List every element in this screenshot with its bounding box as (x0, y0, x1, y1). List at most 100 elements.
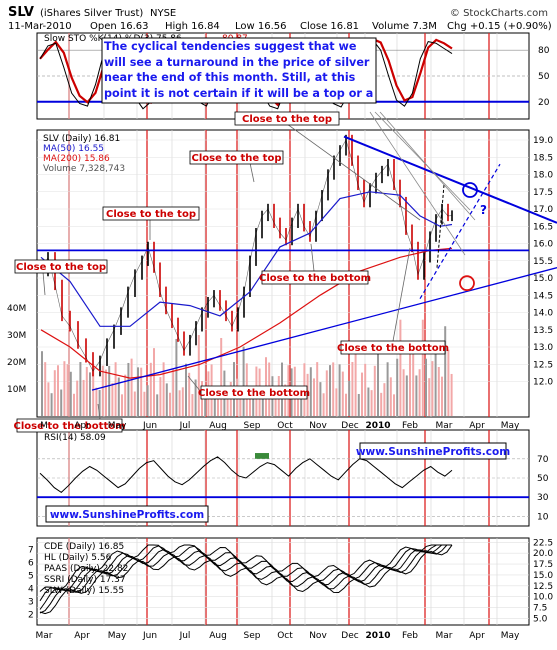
volume-bar (53, 370, 56, 416)
comp-left-tick-label: 2 (28, 611, 34, 621)
legend-slv: SLV (Daily) 16.81 (43, 134, 120, 144)
annotation-box (340, 340, 446, 355)
volume-bar (383, 383, 386, 416)
volume-bar (79, 362, 82, 416)
annotation-text: Close to the top (16, 262, 106, 273)
volume-bar (389, 377, 392, 416)
price-tick-label: 14.0 (533, 309, 553, 319)
annotation-box (189, 150, 284, 165)
volume-bar (111, 382, 114, 416)
comp-right-tick-label: 10.0 (533, 593, 553, 603)
volume-bar (284, 384, 287, 416)
volume-bar (159, 377, 162, 416)
volume-bar (82, 379, 85, 416)
annotation-pointer (42, 271, 46, 296)
comp-left-tick-label: 4 (28, 585, 34, 595)
volume-bar (261, 392, 264, 416)
volume-bar (415, 375, 418, 416)
volume-bar (50, 393, 53, 416)
volume-bar (325, 370, 328, 416)
legend-ssri: SSRI (Daily) 17.37 (44, 575, 126, 585)
volume-bar (341, 371, 344, 416)
annotation-pointer (97, 403, 101, 420)
annotation-box (16, 418, 123, 433)
volume-bar (217, 389, 219, 416)
month-label: Feb (402, 421, 418, 431)
month-label: Jun (142, 421, 157, 431)
price-tick-label: 18.5 (533, 153, 553, 163)
price-tick-label: 18.0 (533, 171, 553, 181)
month-label: Jul (179, 421, 191, 431)
price-tick-label: 15.0 (533, 274, 553, 284)
comp-left-tick-label: 5 (28, 572, 34, 582)
volume-bar (60, 389, 63, 416)
volume-bar (63, 361, 66, 416)
volume-bar (418, 369, 421, 416)
ma50-line (40, 191, 453, 327)
month-label: Apr (469, 421, 485, 431)
volume-bar (204, 393, 207, 416)
annotation-text: Close to the bottom (337, 343, 449, 354)
volume-bar (191, 394, 194, 416)
volume-bar (425, 358, 427, 416)
price-legend: SLV (Daily) 16.81 MA(50) 16.55 MA(200) 1… (43, 134, 125, 174)
volume-bar (57, 365, 59, 416)
volume-bar (437, 366, 440, 416)
comp-site-box (45, 505, 209, 523)
volume-bar (421, 319, 424, 416)
comp-left-tick-label: 3 (28, 598, 34, 608)
annotation-pointer (379, 111, 476, 221)
volume-bar (393, 394, 395, 416)
annotation-pointer (374, 111, 471, 211)
watermark: © StockCharts.com (450, 8, 548, 19)
annotation-text: Close to the bottom (259, 273, 371, 284)
month-label: 2010 (365, 421, 390, 431)
price-tick-label: 15.5 (533, 257, 553, 267)
volume-bar (175, 338, 178, 416)
volume-bar (146, 385, 149, 416)
annotation-text: Close to the top (106, 209, 196, 220)
rsi-site-link[interactable]: www.SunshineProfits.com (356, 446, 510, 458)
volume-bar (300, 386, 303, 416)
price-tick-label: 17.0 (533, 205, 553, 215)
month-label: May (501, 421, 520, 431)
volume-bar (357, 393, 360, 416)
volume-bar (114, 362, 117, 416)
month-label: Sep (244, 631, 261, 641)
legend-ma50: MA(50) 16.55 (43, 144, 104, 154)
volume-bar (44, 362, 47, 416)
month-label: Mar (436, 631, 453, 641)
volume-tick-label: 30M (7, 331, 26, 341)
legend-hl: HL (Daily) 5.56 (44, 553, 112, 563)
comp-site-link[interactable]: www.SunshineProfits.com (50, 509, 204, 521)
rsi-tick-label: 30 (537, 493, 549, 503)
volume-bar (396, 358, 399, 416)
volume-bar (402, 369, 405, 416)
volume-bar (133, 391, 136, 416)
price-tick-label: 14.5 (533, 291, 553, 301)
volume-bar (66, 364, 69, 416)
month-label: Nov (309, 421, 327, 431)
volume-bar (361, 372, 363, 416)
volume-bar (165, 383, 168, 416)
legend-ma200: MA(200) 15.86 (43, 154, 110, 164)
legend-cde: CDE (Daily) 16.85 (44, 542, 124, 552)
month-label: Aug (209, 421, 227, 431)
comparison-panel: 7 6 5 4 3 2 22.520.017.515.012.510.07.55.0 (28, 538, 553, 624)
comment-text: The cyclical tendencies suggest that we … (104, 40, 374, 103)
price-tick-label: 16.0 (533, 240, 553, 250)
volume-bar (169, 392, 171, 416)
volume-bar (399, 319, 402, 416)
volume-bar (348, 380, 351, 416)
volume-bar (332, 362, 335, 416)
sto-tick-label: 80 (538, 46, 550, 56)
rsi-panel: 70 50 30 10 (37, 453, 549, 522)
price-line (40, 139, 453, 372)
annotation-pointer (310, 243, 315, 272)
volume-bar (95, 387, 98, 416)
rising-support-line (91, 267, 557, 391)
target-circle-bottom (459, 275, 475, 292)
annotation-text: Close to the bottom (13, 421, 125, 432)
volume-bar (367, 387, 370, 416)
